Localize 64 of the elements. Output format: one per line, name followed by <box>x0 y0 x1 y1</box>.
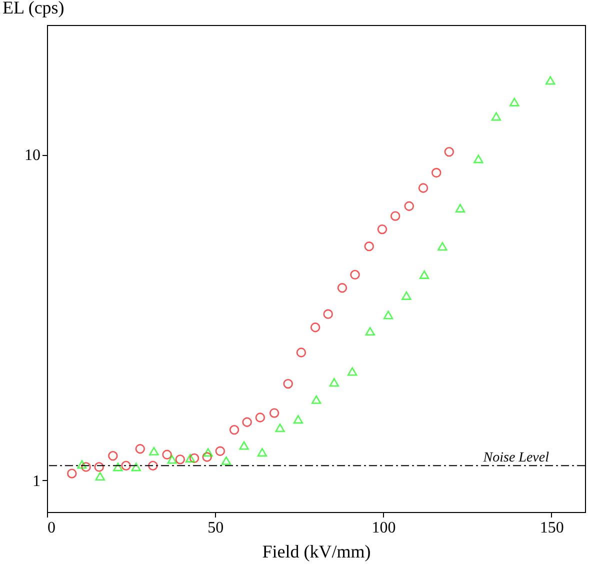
point <box>432 168 442 178</box>
point <box>323 309 333 319</box>
point <box>162 450 172 460</box>
point <box>202 452 212 462</box>
point <box>329 378 339 387</box>
point <box>347 367 358 376</box>
point <box>337 283 348 293</box>
point <box>293 415 304 424</box>
point <box>185 454 196 462</box>
point <box>310 322 320 332</box>
point <box>491 112 502 121</box>
point <box>350 270 360 280</box>
point <box>175 454 185 464</box>
x-tick-label: 150 <box>540 520 564 536</box>
point <box>257 448 268 457</box>
point <box>275 424 285 432</box>
x-tick-label: 50 <box>208 520 224 536</box>
x-axis-title: Field (kV/mm) <box>262 542 371 562</box>
point <box>383 310 394 320</box>
point <box>203 448 213 457</box>
point <box>546 76 556 85</box>
point <box>510 98 520 106</box>
point <box>135 444 145 454</box>
y-tick-label: 1 <box>32 472 40 490</box>
point <box>402 291 412 300</box>
x-tick-label: 100 <box>372 520 396 536</box>
point <box>148 460 158 470</box>
point <box>67 468 77 478</box>
point <box>221 456 232 465</box>
point <box>283 378 293 389</box>
point <box>131 462 141 472</box>
point <box>377 224 388 234</box>
point <box>404 201 414 211</box>
point <box>418 183 428 193</box>
point <box>242 417 252 427</box>
point <box>239 441 249 450</box>
y-axis-title: EL (cps) <box>2 0 64 18</box>
ref-line-label: Noise Level <box>482 450 550 466</box>
point <box>94 462 104 472</box>
point <box>364 242 374 252</box>
point <box>108 450 118 461</box>
point <box>474 154 484 164</box>
point <box>149 446 159 456</box>
point <box>438 242 448 251</box>
x-tick-label: 0 <box>48 520 56 536</box>
point <box>390 211 400 221</box>
point <box>255 412 266 422</box>
point <box>215 446 225 456</box>
point <box>95 472 105 481</box>
point <box>419 270 430 279</box>
point <box>113 462 123 472</box>
point <box>229 424 240 435</box>
point <box>167 455 177 464</box>
point <box>444 147 454 157</box>
point <box>269 408 280 418</box>
y-tick-label: 10 <box>24 147 40 164</box>
point <box>77 460 87 469</box>
point <box>312 395 322 404</box>
point <box>365 326 375 336</box>
point <box>189 453 200 464</box>
point <box>121 460 131 470</box>
point <box>296 348 306 358</box>
point <box>455 204 466 212</box>
point <box>81 462 91 472</box>
